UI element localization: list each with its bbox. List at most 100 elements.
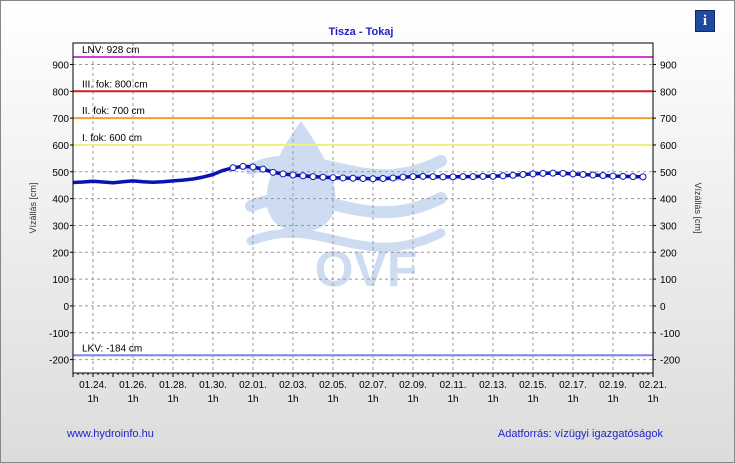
y-tick-label-right: 900 [660, 60, 677, 71]
x-tick-sublabel: 1h [487, 394, 498, 405]
data-point [499, 172, 507, 180]
x-tick-label: 01.24. [79, 380, 107, 391]
watermark-wave [245, 192, 447, 219]
x-tick-label: 02.13. [479, 380, 507, 391]
chart-title: Tisza - Tokaj [328, 26, 393, 38]
x-tick-label: 02.17. [559, 380, 587, 391]
y-tick-label-right: 100 [660, 275, 677, 286]
data-point [439, 173, 447, 181]
threshold-label: III. fok: 800 cm [82, 79, 148, 90]
y-tick-label-left: 200 [52, 248, 69, 259]
y-tick-label-right: 200 [660, 248, 677, 259]
y-tick-label-right: 400 [660, 195, 677, 206]
series-line [72, 164, 644, 185]
data-point [609, 172, 617, 180]
y-tick-label-right: 700 [660, 114, 677, 125]
y-tick-label-left: 800 [52, 87, 69, 98]
x-tick-sublabel: 1h [527, 394, 538, 405]
y-axis-label-left: Vízállás [cm] [28, 182, 38, 233]
y-tick-label-left: 600 [52, 141, 69, 152]
x-tick-sublabel: 1h [327, 394, 338, 405]
data-point [239, 162, 247, 170]
x-tick-sublabel: 1h [127, 394, 138, 405]
y-tick-label-right: 600 [660, 141, 677, 152]
threshold-label: I. fok: 600 cm [82, 133, 142, 144]
x-tick-sublabel: 1h [607, 394, 618, 405]
data-point [339, 174, 347, 182]
x-tick-sublabel: 1h [207, 394, 218, 405]
data-point [559, 169, 567, 177]
footer-data-source: Adatforrás: vízügyi igazgatóságok [497, 428, 663, 440]
x-tick-sublabel: 1h [647, 394, 658, 405]
data-point [539, 169, 547, 177]
y-tick-label-left: 300 [52, 221, 69, 232]
data-point [489, 172, 497, 180]
data-point [399, 173, 407, 181]
info-icon[interactable]: i [695, 10, 715, 32]
data-point [579, 170, 587, 178]
x-tick-label: 02.11. [439, 380, 466, 391]
x-tick-label: 01.30. [199, 380, 227, 391]
plot-area [73, 43, 653, 373]
x-tick-label: 01.26. [119, 380, 147, 391]
threshold-label: LKV: -184 cm [82, 343, 142, 354]
data-point [429, 173, 437, 181]
data-point [569, 170, 577, 178]
y-tick-label-right: 800 [660, 87, 677, 98]
x-tick-sublabel: 1h [407, 394, 418, 405]
threshold-label: LNV: 928 cm [82, 45, 139, 56]
x-tick-sublabel: 1h [287, 394, 298, 405]
footer-source-link[interactable]: www.hydroinfo.hu [67, 428, 154, 440]
y-tick-label-right: -100 [660, 329, 680, 340]
x-tick-sublabel: 1h [447, 394, 458, 405]
data-point [409, 173, 417, 181]
data-point [459, 173, 467, 181]
x-tick-label: 02.03. [279, 380, 307, 391]
y-axis-label-right: Vízállás [cm] [693, 182, 703, 233]
threshold-label: II. fok: 700 cm [82, 106, 145, 117]
data-point [449, 173, 457, 181]
data-point [479, 172, 487, 180]
y-tick-label-left: -200 [49, 356, 69, 367]
data-point [359, 174, 367, 182]
data-point [509, 171, 517, 179]
y-tick-label-left: 400 [52, 195, 69, 206]
x-tick-label: 01.28. [159, 380, 187, 391]
x-tick-label: 02.15. [519, 380, 547, 391]
data-point [269, 168, 277, 176]
x-tick-sublabel: 1h [367, 394, 378, 405]
y-tick-label-left: 100 [52, 275, 69, 286]
data-point [639, 173, 647, 181]
y-tick-label-left: 500 [52, 168, 69, 179]
x-tick-sublabel: 1h [247, 394, 258, 405]
data-point [229, 164, 237, 172]
data-point [349, 174, 357, 182]
data-point [599, 172, 607, 180]
data-point [529, 170, 537, 178]
x-tick-label: 02.05. [319, 380, 347, 391]
x-tick-sublabel: 1h [167, 394, 178, 405]
x-tick-label: 02.19. [599, 380, 627, 391]
y-tick-label-right: 0 [660, 302, 666, 313]
x-tick-sublabel: 1h [567, 394, 578, 405]
data-point [629, 173, 637, 181]
data-point [389, 174, 397, 182]
y-tick-label-right: -200 [660, 356, 680, 367]
data-point [289, 171, 297, 179]
x-tick-label: 02.09. [399, 380, 427, 391]
data-point [249, 163, 257, 171]
y-tick-label-right: 300 [660, 221, 677, 232]
y-tick-label-right: 500 [660, 168, 677, 179]
data-point [259, 165, 267, 173]
y-tick-label-left: 700 [52, 114, 69, 125]
data-point [419, 172, 427, 180]
data-point [329, 174, 337, 182]
data-point [519, 170, 527, 178]
x-tick-label: 02.01. [239, 380, 267, 391]
data-point [619, 172, 627, 180]
data-point [279, 170, 287, 178]
data-point [369, 175, 377, 183]
x-tick-label: 02.21. [639, 380, 667, 391]
